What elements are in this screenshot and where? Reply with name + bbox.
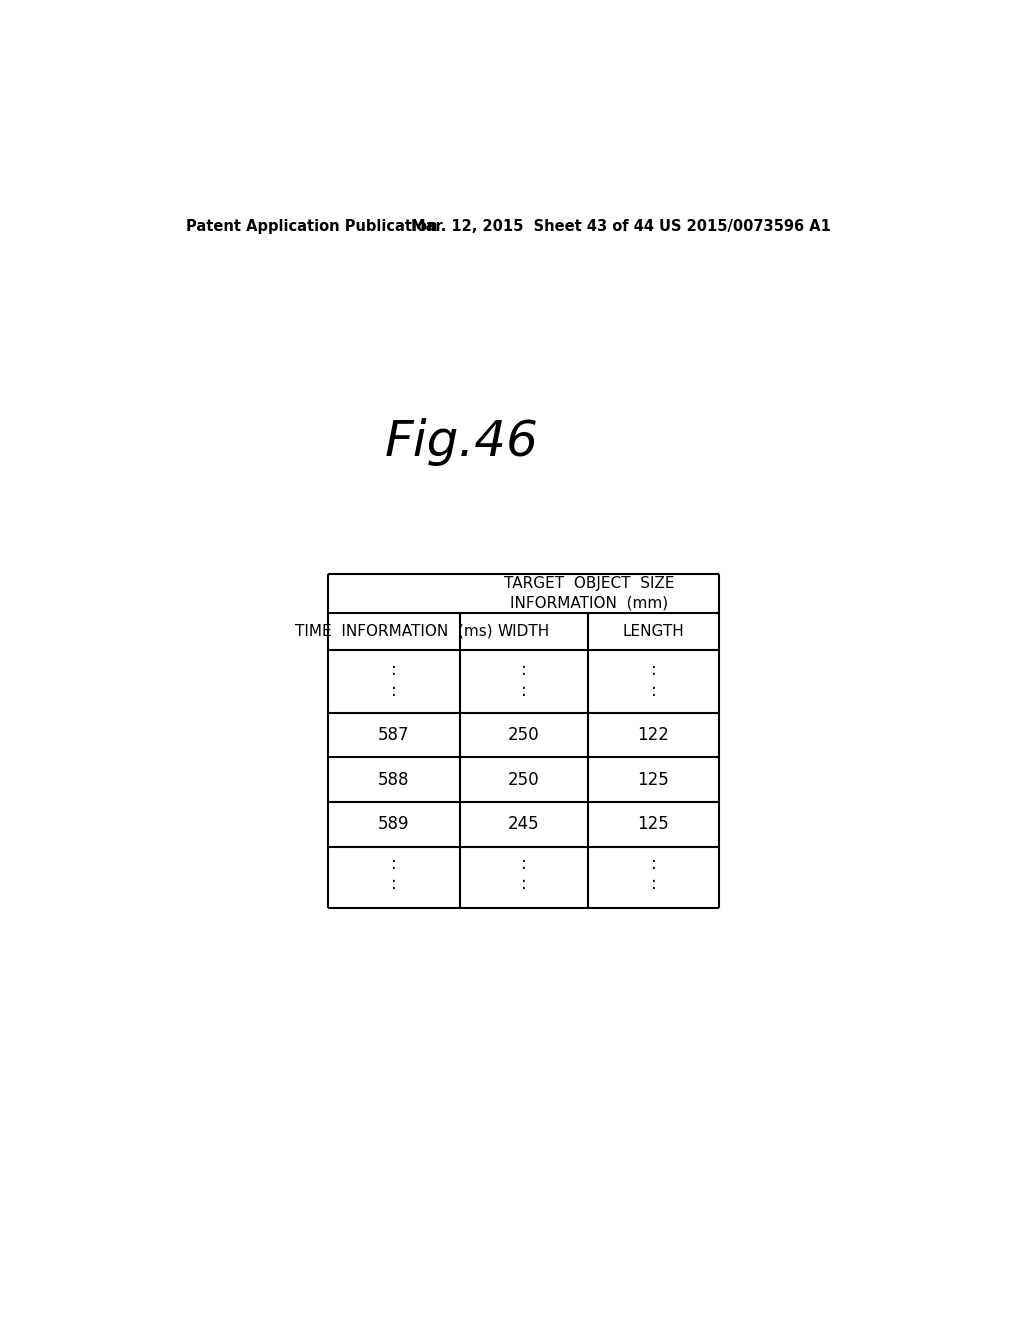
Text: LENGTH: LENGTH (623, 623, 684, 639)
Text: :: : (391, 875, 396, 892)
Text: 588: 588 (378, 771, 410, 789)
Text: 122: 122 (638, 726, 670, 744)
Text: TIME  INFORMATION  (ms): TIME INFORMATION (ms) (295, 623, 493, 639)
Text: :: : (521, 875, 527, 892)
Text: :: : (650, 855, 656, 873)
Text: Patent Application Publication: Patent Application Publication (186, 219, 437, 234)
Text: 250: 250 (508, 726, 540, 744)
Text: :: : (391, 661, 396, 678)
Text: 587: 587 (378, 726, 410, 744)
Text: US 2015/0073596 A1: US 2015/0073596 A1 (658, 219, 830, 234)
Text: WIDTH: WIDTH (498, 623, 550, 639)
Text: Fig.46: Fig.46 (384, 417, 539, 466)
Text: 125: 125 (638, 816, 670, 833)
Text: :: : (391, 681, 396, 700)
Text: 250: 250 (508, 771, 540, 789)
Text: :: : (650, 681, 656, 700)
Text: 245: 245 (508, 816, 540, 833)
Text: :: : (650, 875, 656, 892)
Text: :: : (521, 681, 527, 700)
Text: :: : (391, 855, 396, 873)
Text: Mar. 12, 2015  Sheet 43 of 44: Mar. 12, 2015 Sheet 43 of 44 (411, 219, 654, 234)
Text: 589: 589 (378, 816, 410, 833)
Text: :: : (650, 661, 656, 678)
Text: :: : (521, 855, 527, 873)
Text: TARGET  OBJECT  SIZE
INFORMATION  (mm): TARGET OBJECT SIZE INFORMATION (mm) (504, 576, 675, 611)
Text: 125: 125 (638, 771, 670, 789)
Text: :: : (521, 661, 527, 678)
